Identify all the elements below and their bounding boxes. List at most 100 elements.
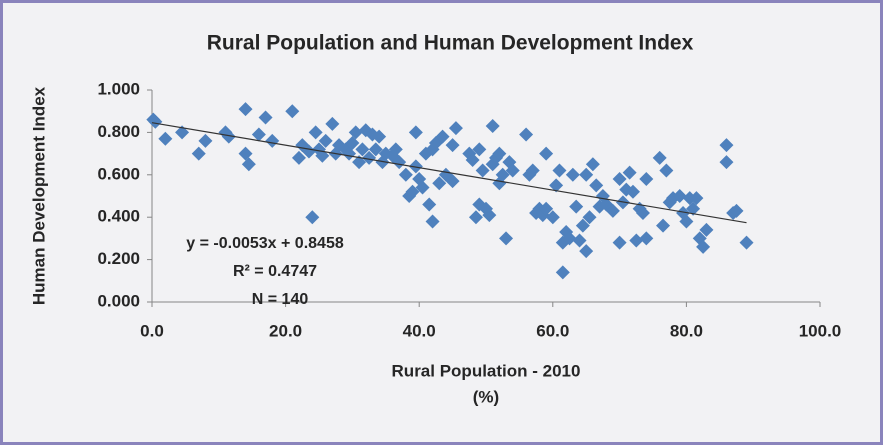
point: [572, 233, 587, 248]
x-tick-label: 100.0: [799, 321, 842, 340]
y-tick-label: 0.800: [97, 122, 140, 141]
point: [625, 184, 640, 199]
point: [432, 176, 447, 191]
x-tick-label: 0.0: [140, 321, 164, 340]
point: [612, 172, 627, 187]
point: [686, 201, 701, 216]
point: [659, 163, 674, 178]
point: [622, 165, 637, 180]
point: [285, 104, 300, 119]
point: [569, 199, 584, 214]
point: [575, 218, 590, 233]
point: [719, 138, 734, 153]
point: [158, 131, 173, 146]
point: [582, 210, 597, 225]
point: [555, 265, 570, 280]
point: [539, 201, 554, 216]
point: [345, 136, 360, 150]
point: [175, 125, 190, 140]
point: [422, 197, 437, 212]
point: [372, 129, 387, 144]
x-axis-unit: (%): [473, 387, 499, 406]
point: [472, 142, 487, 157]
x-tick-label: 60.0: [536, 321, 569, 340]
point: [639, 231, 654, 246]
point: [699, 222, 714, 237]
x-tick-label: 80.0: [670, 321, 703, 340]
point: [445, 174, 460, 189]
point: [362, 150, 377, 165]
point: [318, 133, 333, 148]
point: [148, 114, 163, 129]
point: [355, 142, 370, 157]
point: [291, 150, 306, 165]
point: [525, 163, 540, 178]
point: [679, 214, 694, 229]
point: [689, 191, 704, 206]
point: [565, 167, 580, 182]
point: [719, 155, 734, 170]
point: [656, 218, 671, 233]
point: [241, 157, 256, 172]
point: [221, 129, 236, 144]
point: [579, 244, 594, 259]
point: [258, 110, 273, 125]
x-axis-title: Rural Population - 2010: [392, 361, 581, 380]
point: [589, 178, 604, 193]
x-tick-label: 20.0: [269, 321, 302, 340]
point: [445, 138, 460, 153]
point: [739, 235, 754, 250]
point: [325, 116, 340, 131]
point: [545, 210, 560, 225]
y-tick-label: 0.000: [97, 291, 140, 310]
trendline: [151, 122, 747, 224]
x-tick-label: 40.0: [403, 321, 436, 340]
point: [405, 184, 420, 199]
point: [639, 172, 654, 187]
point: [505, 163, 520, 178]
point: [408, 159, 423, 174]
point: [388, 142, 403, 157]
point: [499, 231, 514, 246]
point: [605, 203, 620, 218]
point: [368, 142, 383, 157]
annotation: R² = 0.4747: [233, 263, 317, 280]
point: [308, 125, 323, 140]
point: [635, 205, 650, 220]
point: [408, 125, 423, 140]
annotation: N = 140: [252, 291, 309, 308]
point: [448, 121, 463, 136]
point: [552, 163, 567, 178]
point: [629, 233, 644, 248]
annotation: y = -0.0053x + 0.8458: [186, 235, 344, 252]
point: [482, 208, 497, 223]
y-tick-label: 0.400: [97, 207, 140, 226]
point: [495, 167, 510, 182]
point: [425, 214, 440, 229]
point: [652, 150, 667, 165]
y-tick-label: 0.200: [97, 249, 140, 268]
point: [475, 163, 490, 178]
point: [468, 210, 483, 225]
point: [398, 167, 413, 182]
point: [415, 180, 430, 195]
chart-title: Rural Population and Human Development I…: [207, 32, 694, 55]
point: [251, 127, 266, 142]
point: [579, 167, 594, 182]
point: [562, 231, 577, 246]
point: [672, 189, 687, 203]
point: [492, 146, 507, 161]
point: [549, 178, 564, 193]
point: [612, 235, 627, 250]
point: [238, 146, 253, 161]
point: [305, 210, 320, 225]
point: [198, 133, 213, 148]
y-tick-label: 0.600: [97, 164, 140, 183]
point: [485, 119, 500, 134]
point: [729, 203, 744, 218]
y-axis-title: Human Development Index: [29, 86, 48, 305]
point: [519, 127, 534, 142]
point: [585, 157, 600, 172]
